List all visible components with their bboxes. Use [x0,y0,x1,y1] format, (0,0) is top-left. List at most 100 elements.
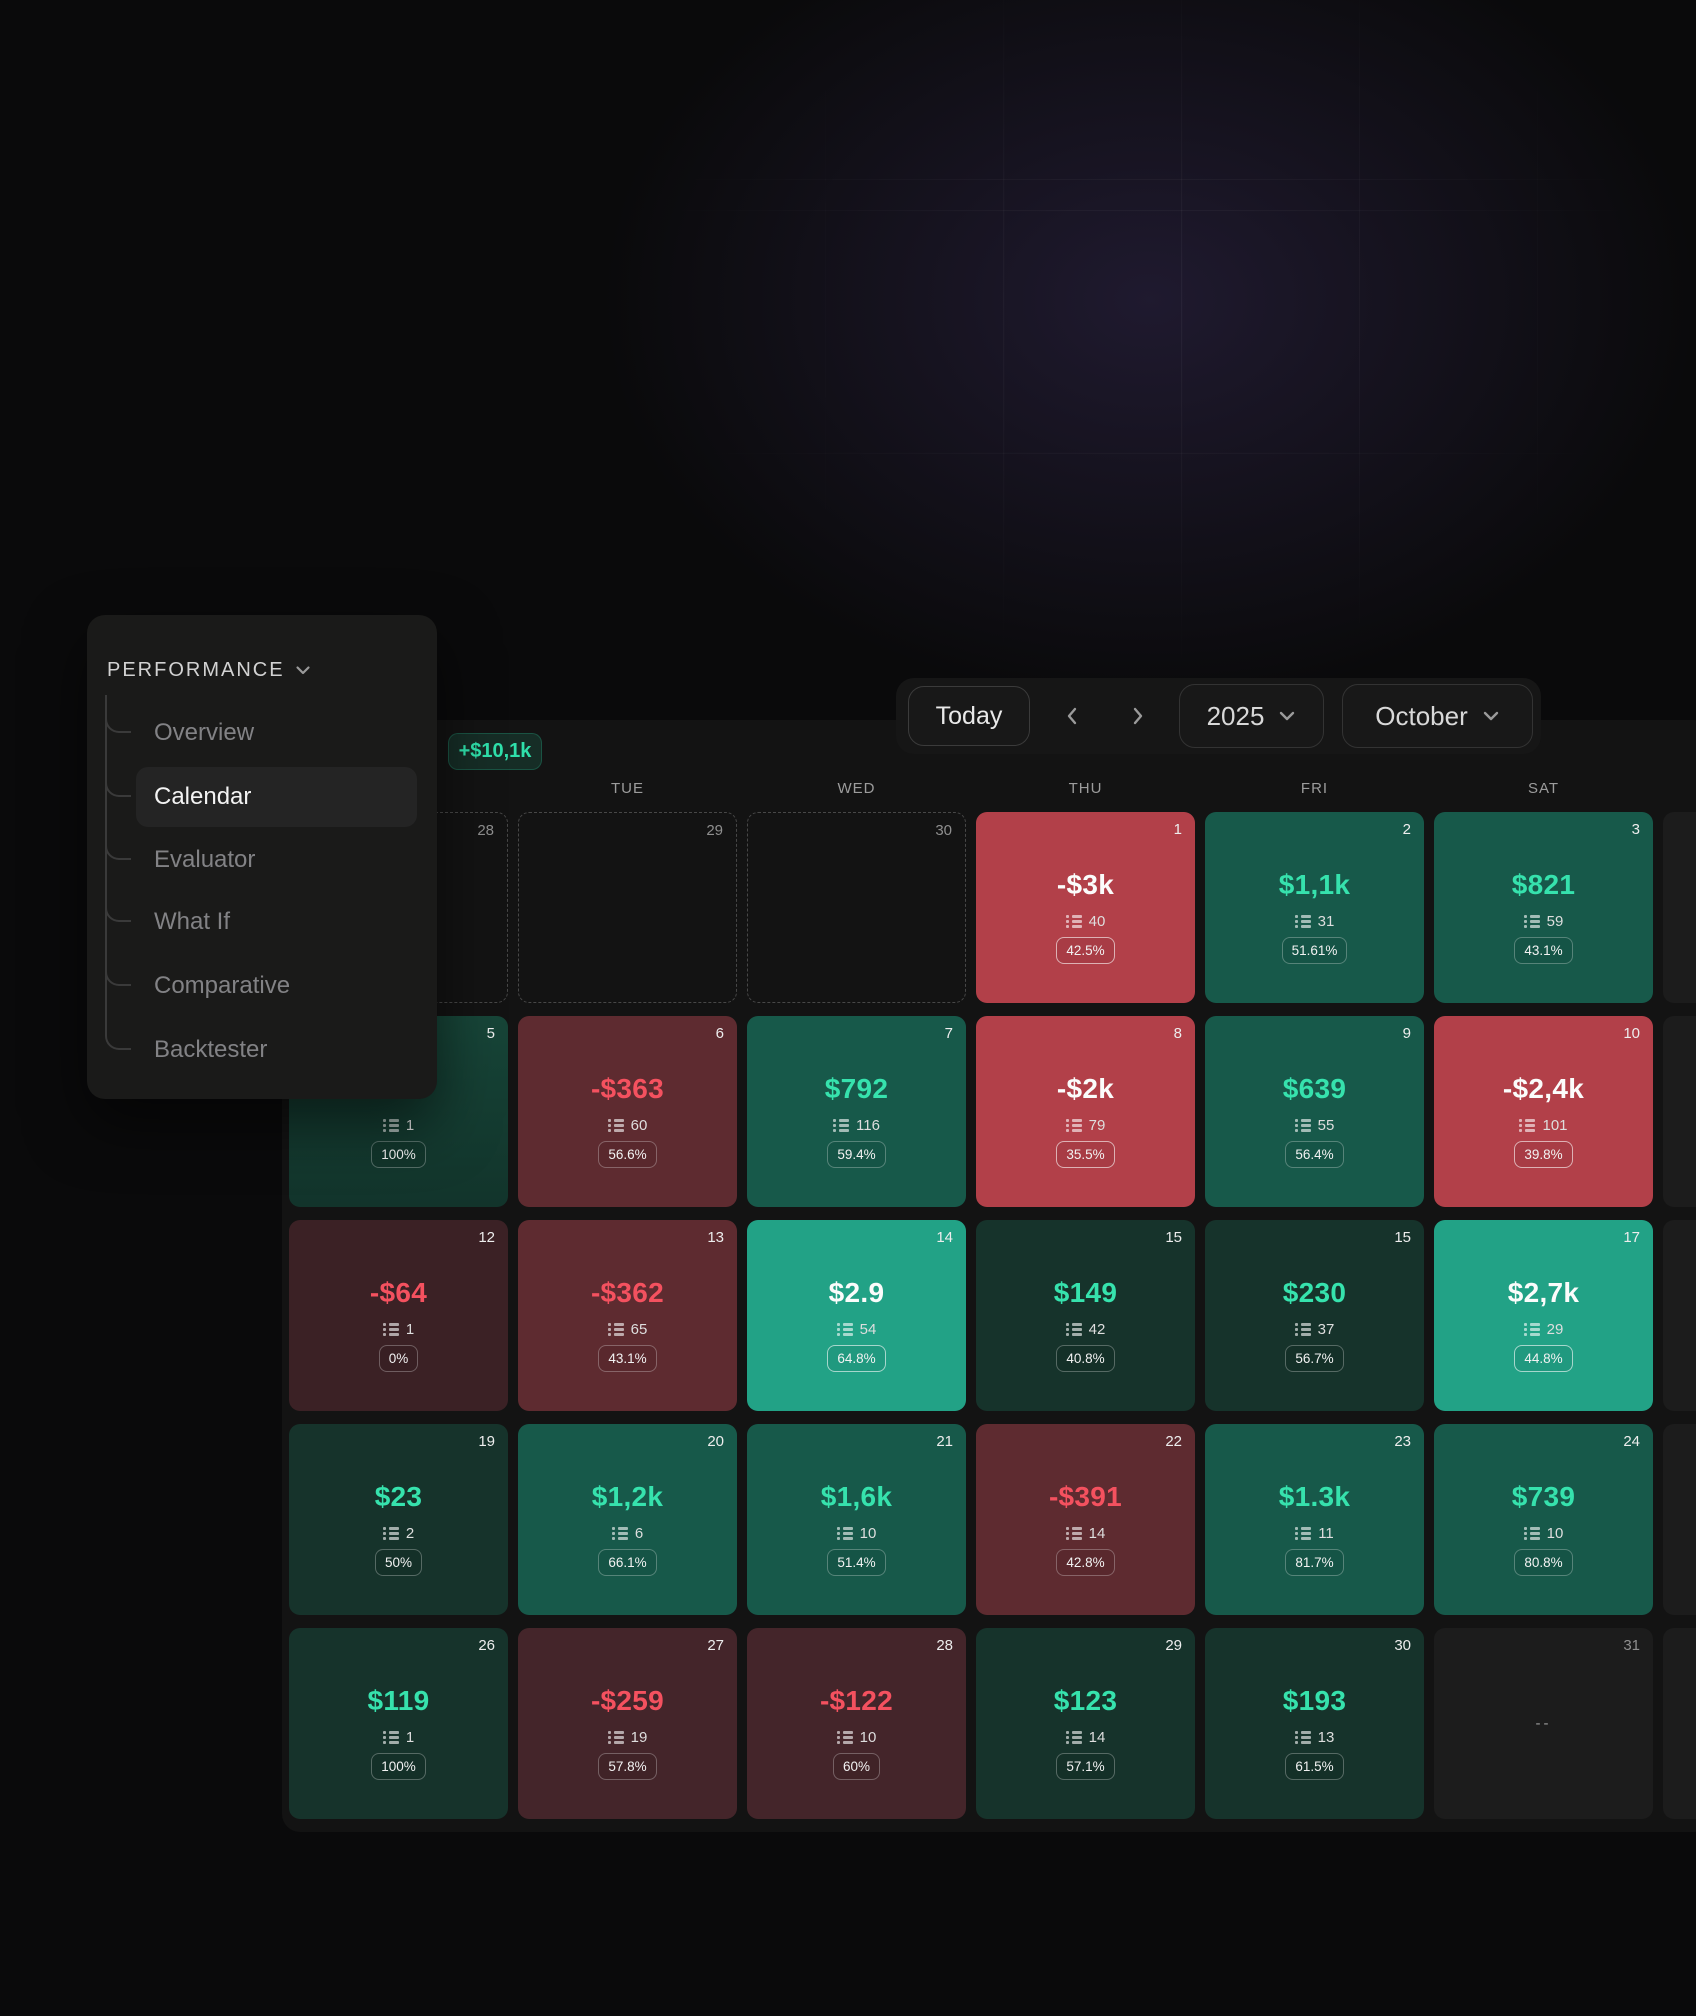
trades-list-icon [1065,1323,1082,1336]
calendar-day-cell[interactable]: 10 -$2,4k 101 39.8% [1434,1016,1653,1207]
calendar-day-cell[interactable]: 22 -$391 14 42.8% [976,1424,1195,1615]
trades-list-icon [833,1119,850,1132]
daily-pnl-value: $792 [824,1073,889,1104]
trades-list-icon [1294,1119,1311,1132]
trade-count-row: 10 [1434,1525,1653,1542]
menu-item-what-if[interactable]: What If [154,908,231,935]
calendar-day-cell[interactable]: 30 $193 13 61.5% [1205,1628,1424,1819]
win-rate-badge: 61.5% [1285,1753,1344,1780]
trade-count: 29 [1546,1321,1564,1338]
trade-count-row: 13 [1205,1729,1424,1746]
trades-list-icon [836,1731,853,1744]
trade-count-row: 59 [1434,913,1653,930]
calendar-day-cell[interactable]: 14 $2.9 54 64.8% [747,1220,966,1411]
day-number: 24 [1623,1433,1640,1450]
win-rate-badge: 60% [832,1753,881,1780]
trade-count-row: 1 [289,1117,508,1134]
calendar-day-cell [1663,812,1696,1003]
day-number: 17 [1623,1229,1640,1246]
trade-count: 2 [405,1525,415,1542]
calendar-day-cell[interactable]: 6 -$363 60 56.6% [518,1016,737,1207]
year-select-value: 2025 [1206,700,1265,731]
trade-count-row: 37 [1205,1321,1424,1338]
calendar-day-cell[interactable]: 7 $792 116 59.4% [747,1016,966,1207]
day-number: 30 [1394,1637,1411,1654]
calendar-day-cell[interactable]: 3 $821 59 43.1% [1434,812,1653,1003]
day-number: 30 [935,822,952,839]
win-rate-badge: 56.4% [1285,1141,1344,1168]
calendar-day-cell[interactable]: 13 -$362 65 43.1% [518,1220,737,1411]
menu-item-evaluator[interactable]: Evaluator [154,846,256,873]
calendar-day-cell[interactable]: 26 $119 1 100% [289,1628,508,1819]
win-rate-badge: 50% [374,1549,423,1576]
menu-item-calendar[interactable]: Calendar [136,767,417,827]
trade-count: 101 [1542,1117,1568,1134]
trades-list-icon [1523,915,1540,928]
calendar-day-cell[interactable]: 9 $639 55 56.4% [1205,1016,1424,1207]
month-select[interactable]: October [1342,684,1533,748]
calendar-toolbar: Today 2025 October [896,678,1541,754]
menu-item-overview[interactable]: Overview [154,719,255,746]
calendar-day-cell[interactable]: 19 $23 2 50% [289,1424,508,1615]
calendar-day-cell[interactable]: 2 $1,1k 31 51.61% [1205,812,1424,1003]
daily-pnl-value: -$363 [590,1073,665,1104]
weekday-label: TUE [611,780,644,797]
menu-header[interactable]: PERFORMANCE [107,659,311,682]
trade-count: 13 [1317,1729,1335,1746]
calendar-day-cell[interactable]: 15 $149 42 40.8% [976,1220,1195,1411]
win-rate-badge: 80.8% [1514,1549,1573,1576]
calendar-day-cell [1663,1016,1696,1207]
win-rate-badge: 100% [371,1753,426,1780]
win-rate: 42.8% [976,1549,1195,1576]
trades-list-icon [1065,1119,1082,1132]
trade-count-row: 6 [518,1525,737,1542]
day-number: 10 [1623,1025,1640,1042]
win-rate: 100% [289,1753,508,1780]
prev-month-button[interactable] [1053,697,1091,735]
win-rate: 56.4% [1205,1141,1424,1168]
day-number: 6 [715,1025,724,1042]
calendar-day-cell[interactable]: 1 -$3k 40 42.5% [976,812,1195,1003]
calendar-day-cell[interactable]: 24 $739 10 80.8% [1434,1424,1653,1615]
chevron-left-icon [1067,707,1077,725]
menu-item-comparative[interactable]: Comparative [154,972,291,999]
menu-title: PERFORMANCE [107,659,285,681]
chevron-down-icon [1280,711,1295,721]
day-number: 8 [1173,1025,1182,1042]
trade-count-row: 10 [747,1729,966,1746]
win-rate: 50% [289,1549,508,1576]
calendar-day-cell[interactable]: 20 $1,2k 6 66.1% [518,1424,737,1615]
trade-count: 1 [405,1729,415,1746]
weekday-label: THU [1068,780,1103,797]
daily-pnl-value: -$122 [819,1685,894,1716]
daily-pnl-value: $2,7k [1507,1277,1580,1308]
trade-count-row: 19 [518,1729,737,1746]
win-rate-badge: 51.4% [827,1549,886,1576]
monthly-pnl-badge: +$10,1k [448,733,542,770]
trade-count-row: 1 [289,1729,508,1746]
trades-list-icon [1295,1527,1312,1540]
trade-count: 116 [856,1117,880,1134]
win-rate: 35.5% [976,1141,1195,1168]
calendar-day-cell[interactable]: 21 $1,6k 10 51.4% [747,1424,966,1615]
menu-item-backtester[interactable]: Backtester [154,1036,268,1063]
calendar-day-cell[interactable]: 15 $230 37 56.7% [1205,1220,1424,1411]
calendar-day-cell[interactable]: 23 $1.3k 11 81.7% [1205,1424,1424,1615]
calendar-day-cell[interactable]: 17 $2,7k 29 44.8% [1434,1220,1653,1411]
win-rate-badge: 42.8% [1056,1549,1115,1576]
win-rate: 0% [289,1345,508,1372]
calendar-day-cell[interactable]: 28 -$122 10 60% [747,1628,966,1819]
win-rate-badge: 42.5% [1056,937,1115,964]
calendar-day-cell[interactable]: 29 $123 14 57.1% [976,1628,1195,1819]
year-select[interactable]: 2025 [1179,684,1324,748]
calendar-day-cell[interactable]: 27 -$259 19 57.8% [518,1628,737,1819]
calendar-day-cell[interactable]: 8 -$2k 79 35.5% [976,1016,1195,1207]
win-rate-badge: 100% [371,1141,426,1168]
trade-count: 1 [405,1117,415,1134]
tree-connector [105,733,131,797]
next-month-button[interactable] [1119,697,1157,735]
calendar-day-cell[interactable]: 12 -$64 1 0% [289,1220,508,1411]
weekday-label: SAT [1527,780,1560,797]
today-button[interactable]: Today [908,686,1030,746]
trade-count: 54 [859,1321,877,1338]
